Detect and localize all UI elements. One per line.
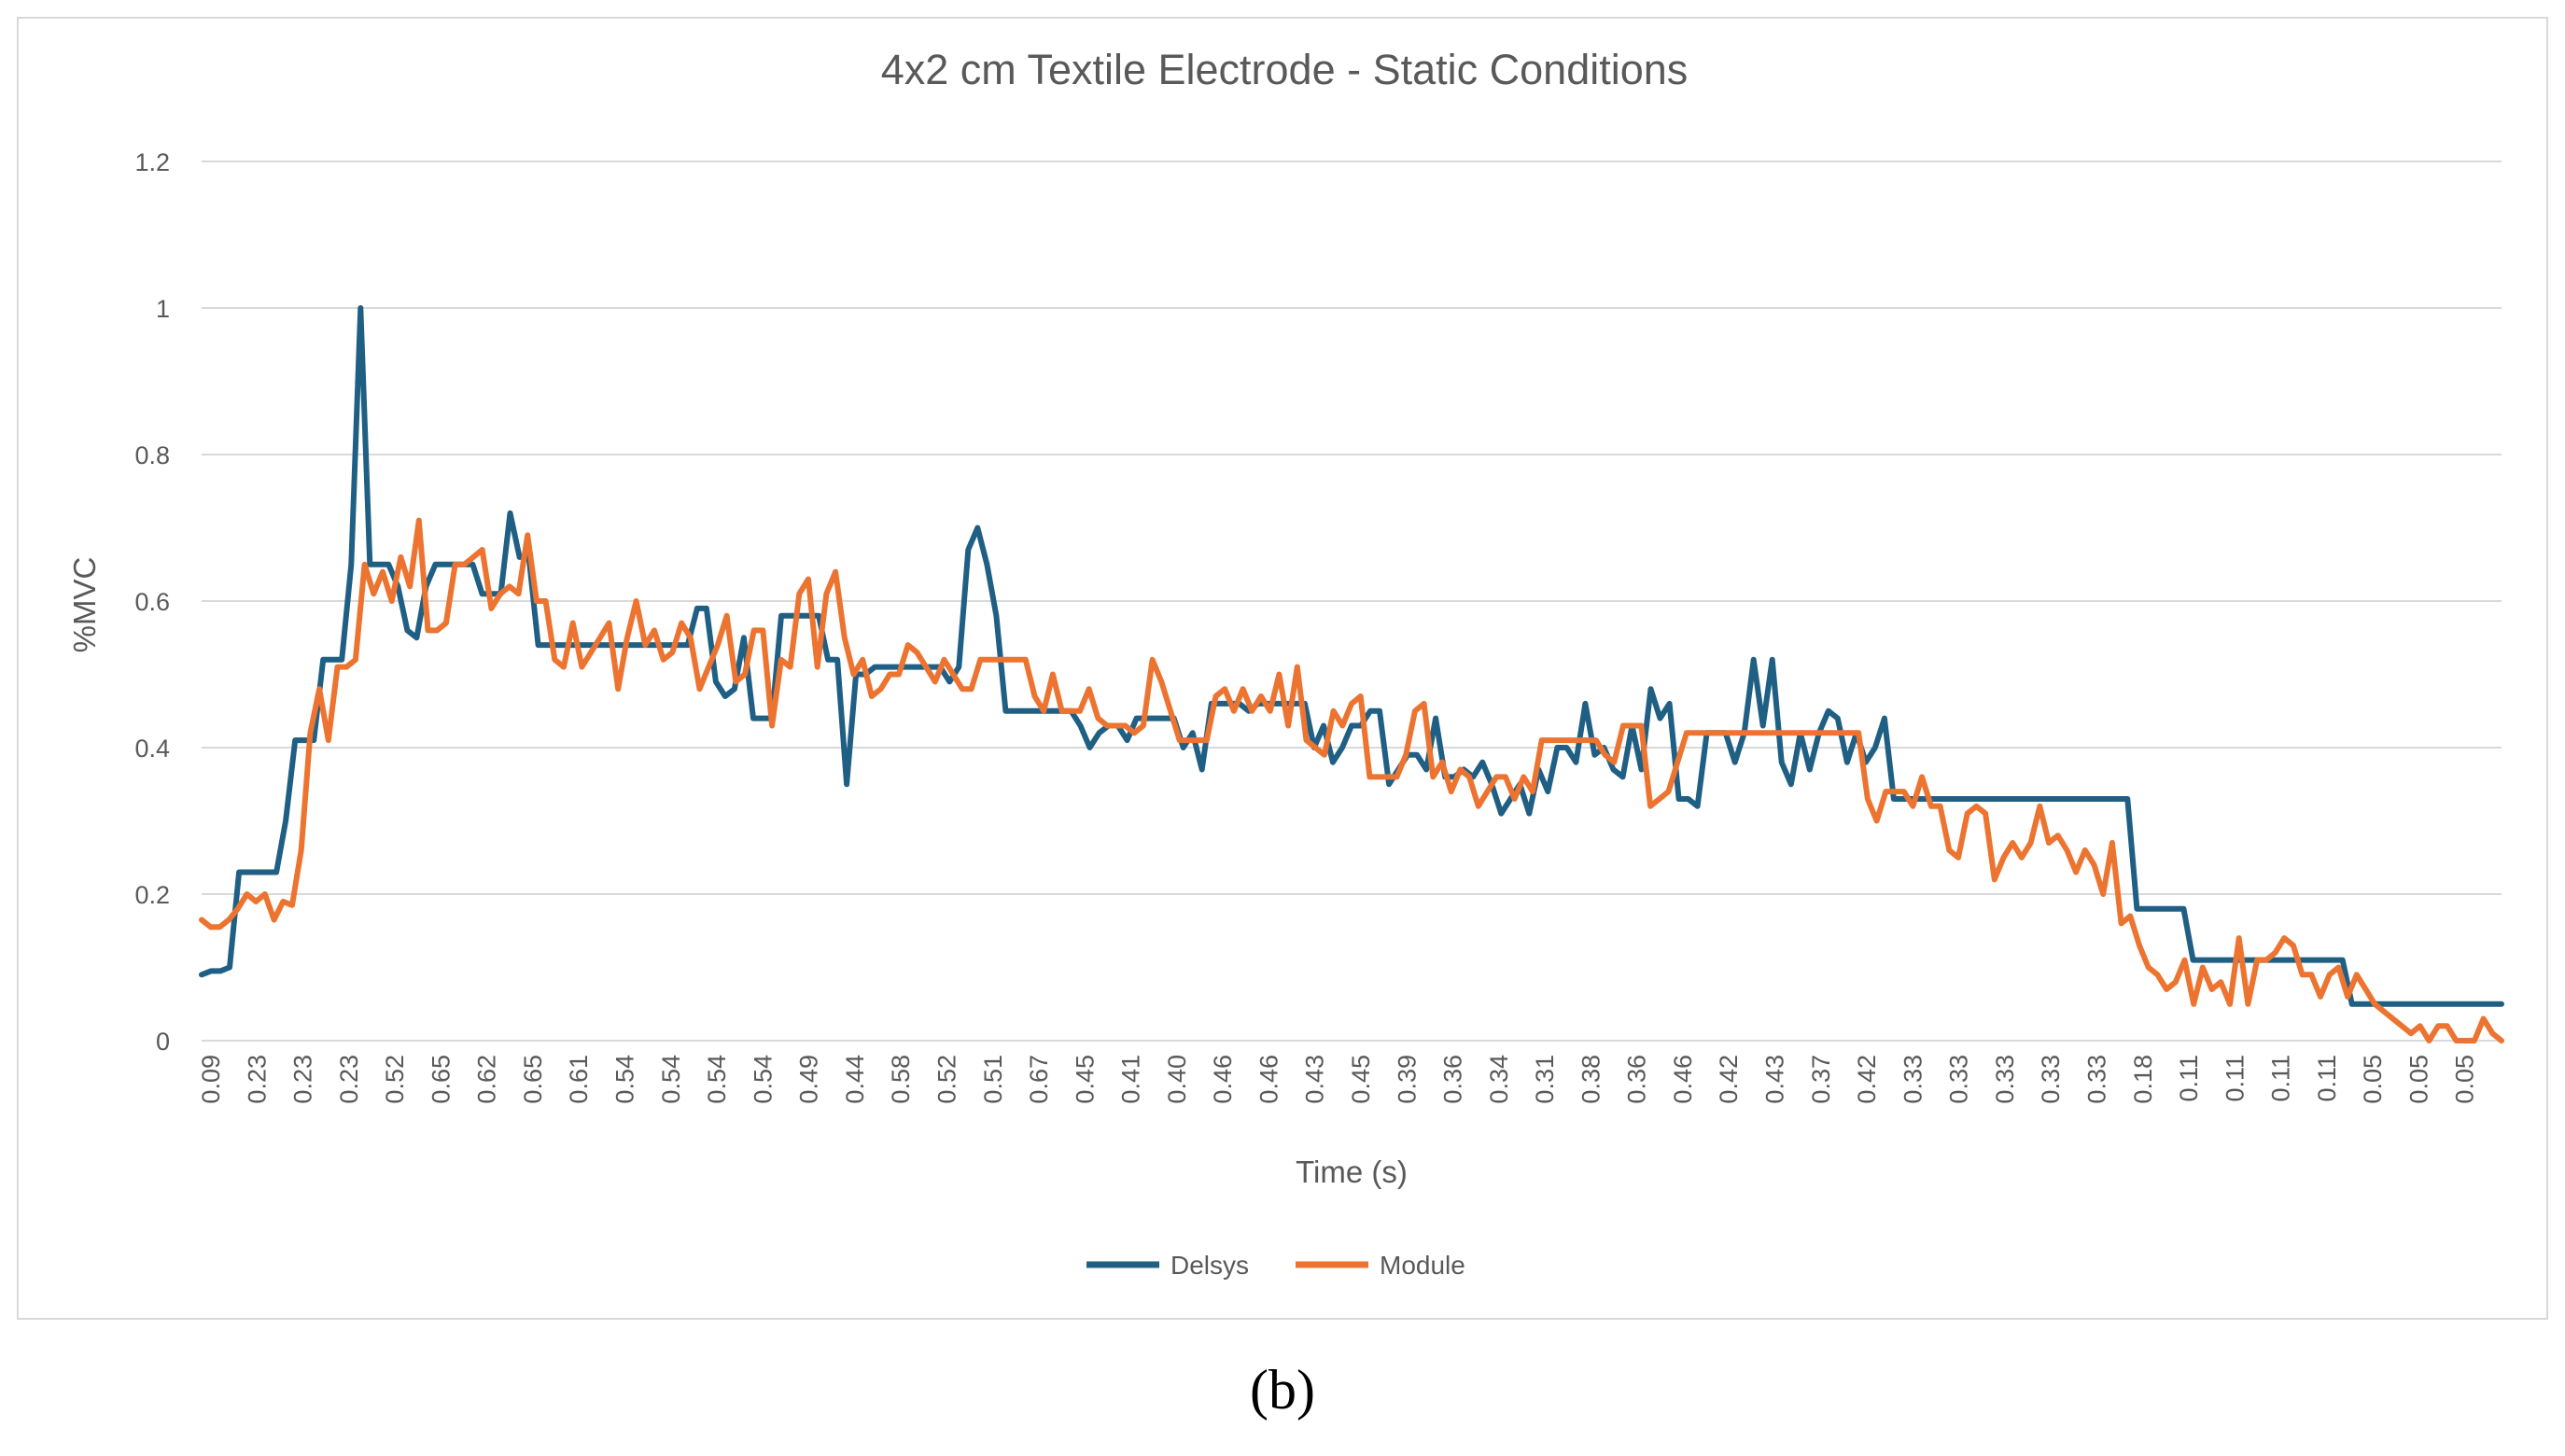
x-tick-label: 0.46 xyxy=(1254,1055,1282,1104)
x-tick-label: 0.40 xyxy=(1163,1055,1191,1104)
y-tick-label: 1.2 xyxy=(134,148,170,176)
x-tick-label: 0.52 xyxy=(381,1055,409,1104)
x-tick-label: 0.33 xyxy=(1945,1055,1973,1104)
legend-label-module: Module xyxy=(1380,1251,1465,1280)
x-tick-label: 0.11 xyxy=(2221,1055,2249,1102)
y-tick-label: 0.4 xyxy=(134,735,170,763)
x-tick-label: 0.42 xyxy=(1715,1055,1743,1104)
y-tick-label: 0.2 xyxy=(134,881,170,909)
x-tick-label: 0.39 xyxy=(1393,1055,1421,1104)
x-tick-label: 0.18 xyxy=(2129,1055,2157,1104)
x-tick-label: 0.54 xyxy=(657,1055,685,1104)
x-tick-label: 0.33 xyxy=(1991,1055,2019,1104)
y-tick-label: 0 xyxy=(156,1028,170,1056)
x-tick-label: 0.49 xyxy=(795,1055,823,1104)
x-tick-label: 0.45 xyxy=(1347,1055,1375,1104)
x-tick-label: 0.46 xyxy=(1669,1055,1697,1104)
x-axis-label: Time (s) xyxy=(1296,1155,1408,1189)
x-tick-label: 0.44 xyxy=(841,1055,869,1104)
x-tick-label: 0.46 xyxy=(1209,1055,1237,1104)
x-axis-ticks: 0.09 0.23 0.23 0.23 0.52 0.65 0.62 0.65 0.61 0.54… xyxy=(197,1055,2479,1104)
y-tick-label: 1 xyxy=(156,295,170,323)
x-tick-label: 0.58 xyxy=(887,1055,915,1104)
x-tick-label: 0.11 xyxy=(2175,1055,2203,1102)
x-tick-label: 0.31 xyxy=(1531,1055,1559,1104)
x-tick-label: 0.43 xyxy=(1301,1055,1329,1104)
legend: Delsys Module xyxy=(1086,1251,1465,1280)
x-tick-label: 0.11 xyxy=(2313,1055,2341,1102)
x-tick-label: 0.61 xyxy=(565,1055,593,1104)
x-tick-label: 0.36 xyxy=(1439,1055,1467,1104)
x-tick-label: 0.33 xyxy=(1899,1055,1927,1104)
figure-caption: (b) xyxy=(1250,1359,1315,1421)
x-tick-label: 0.41 xyxy=(1117,1055,1145,1104)
x-tick-label: 0.23 xyxy=(335,1055,363,1104)
x-tick-label: 0.65 xyxy=(427,1055,455,1104)
y-axis-ticks: 0 0.2 0.4 0.6 0.8 1 1.2 xyxy=(134,148,170,1056)
legend-label-delsys: Delsys xyxy=(1170,1251,1249,1280)
x-tick-label: 0.23 xyxy=(243,1055,271,1104)
series-lines xyxy=(199,305,2504,1043)
series-line-module xyxy=(199,517,2504,1043)
chart-title: 4x2 cm Textile Electrode - Static Condit… xyxy=(881,46,1689,93)
line-chart: 4x2 cm Textile Electrode - Static Condit… xyxy=(67,46,2504,1280)
y-tick-label: 0.6 xyxy=(134,588,170,616)
x-tick-label: 0.38 xyxy=(1577,1055,1605,1104)
x-tick-label: 0.09 xyxy=(197,1055,225,1104)
x-tick-label: 0.52 xyxy=(932,1055,960,1104)
x-tick-label: 0.43 xyxy=(1761,1055,1789,1104)
x-tick-label: 0.05 xyxy=(2404,1055,2432,1104)
y-tick-label: 0.8 xyxy=(134,441,170,469)
x-tick-label: 0.54 xyxy=(749,1055,777,1104)
x-tick-label: 0.33 xyxy=(2037,1055,2065,1104)
x-tick-label: 0.67 xyxy=(1025,1055,1053,1104)
y-axis-label: %MVC xyxy=(67,557,102,653)
x-tick-label: 0.65 xyxy=(519,1055,547,1104)
x-tick-label: 0.05 xyxy=(2451,1055,2479,1104)
x-tick-label: 0.62 xyxy=(473,1055,501,1104)
gridlines xyxy=(202,161,2502,1042)
series-line-delsys xyxy=(199,305,2504,1007)
x-tick-label: 0.45 xyxy=(1071,1055,1099,1104)
x-tick-label: 0.42 xyxy=(1853,1055,1881,1104)
x-tick-label: 0.05 xyxy=(2359,1055,2387,1104)
x-tick-label: 0.54 xyxy=(703,1055,731,1104)
x-tick-label: 0.33 xyxy=(2082,1055,2110,1104)
chart-area: 4x2 cm Textile Electrode - Static Condit… xyxy=(17,17,2548,1320)
x-tick-label: 0.37 xyxy=(1807,1055,1835,1104)
x-tick-label: 0.34 xyxy=(1485,1055,1513,1104)
x-tick-label: 0.36 xyxy=(1623,1055,1651,1104)
x-tick-label: 0.23 xyxy=(289,1055,317,1104)
x-tick-label: 0.51 xyxy=(979,1055,1007,1104)
x-tick-label: 0.54 xyxy=(611,1055,639,1104)
x-tick-label: 0.11 xyxy=(2267,1055,2295,1102)
